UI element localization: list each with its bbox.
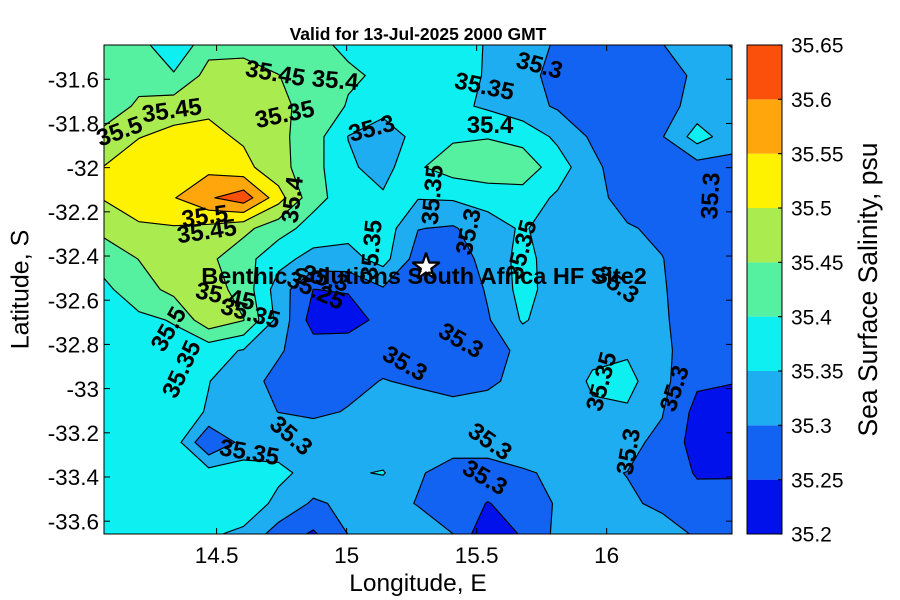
svg-text:Longitude, E: Longitude, E — [349, 570, 487, 597]
svg-text:-33: -33 — [66, 377, 99, 402]
svg-text:16: 16 — [594, 543, 619, 568]
svg-text:-32.4: -32.4 — [48, 244, 99, 269]
svg-text:-33.4: -33.4 — [48, 465, 99, 490]
svg-text:35.5: 35.5 — [791, 198, 832, 221]
svg-text:35.3: 35.3 — [696, 172, 725, 220]
svg-text:35.45: 35.45 — [791, 252, 844, 275]
svg-text:-32: -32 — [66, 156, 99, 181]
svg-text:Latitude, S: Latitude, S — [7, 230, 35, 350]
svg-text:15: 15 — [334, 543, 359, 568]
svg-text:35.35: 35.35 — [417, 164, 449, 226]
svg-text:Valid for 13-Jul-2025 2000 GMT: Valid for 13-Jul-2025 2000 GMT — [290, 24, 547, 44]
svg-text:35.35: 35.35 — [791, 361, 844, 384]
svg-text:-31.6: -31.6 — [48, 67, 99, 92]
svg-text:-31.8: -31.8 — [48, 112, 99, 137]
svg-text:14.5: 14.5 — [195, 543, 239, 568]
svg-text:-32.2: -32.2 — [48, 200, 99, 225]
svg-text:35.4: 35.4 — [311, 65, 361, 96]
svg-text:35.4: 35.4 — [791, 306, 832, 329]
svg-text:35.4: 35.4 — [467, 112, 514, 139]
svg-text:35.35: 35.35 — [356, 219, 388, 281]
svg-text:35.6: 35.6 — [791, 89, 832, 112]
svg-text:-33.6: -33.6 — [48, 509, 99, 534]
svg-text:-32.6: -32.6 — [48, 288, 99, 313]
svg-text:35.55: 35.55 — [791, 143, 844, 166]
svg-text:Benthic Solutions South Africa: Benthic Solutions South Africa HF Site2 — [201, 263, 647, 289]
svg-text:35.3: 35.3 — [791, 415, 832, 438]
svg-text:35.4: 35.4 — [277, 174, 310, 224]
svg-text:35.2: 35.2 — [791, 524, 832, 547]
svg-text:-32.8: -32.8 — [48, 333, 99, 358]
svg-text:35.25: 35.25 — [791, 469, 844, 492]
svg-text:Sea Surface Salinity, psu: Sea Surface Salinity, psu — [853, 143, 883, 437]
svg-text:35.65: 35.65 — [791, 35, 844, 58]
svg-text:35.5: 35.5 — [180, 200, 230, 233]
svg-text:-33.2: -33.2 — [48, 421, 99, 446]
svg-text:15.5: 15.5 — [455, 543, 499, 568]
